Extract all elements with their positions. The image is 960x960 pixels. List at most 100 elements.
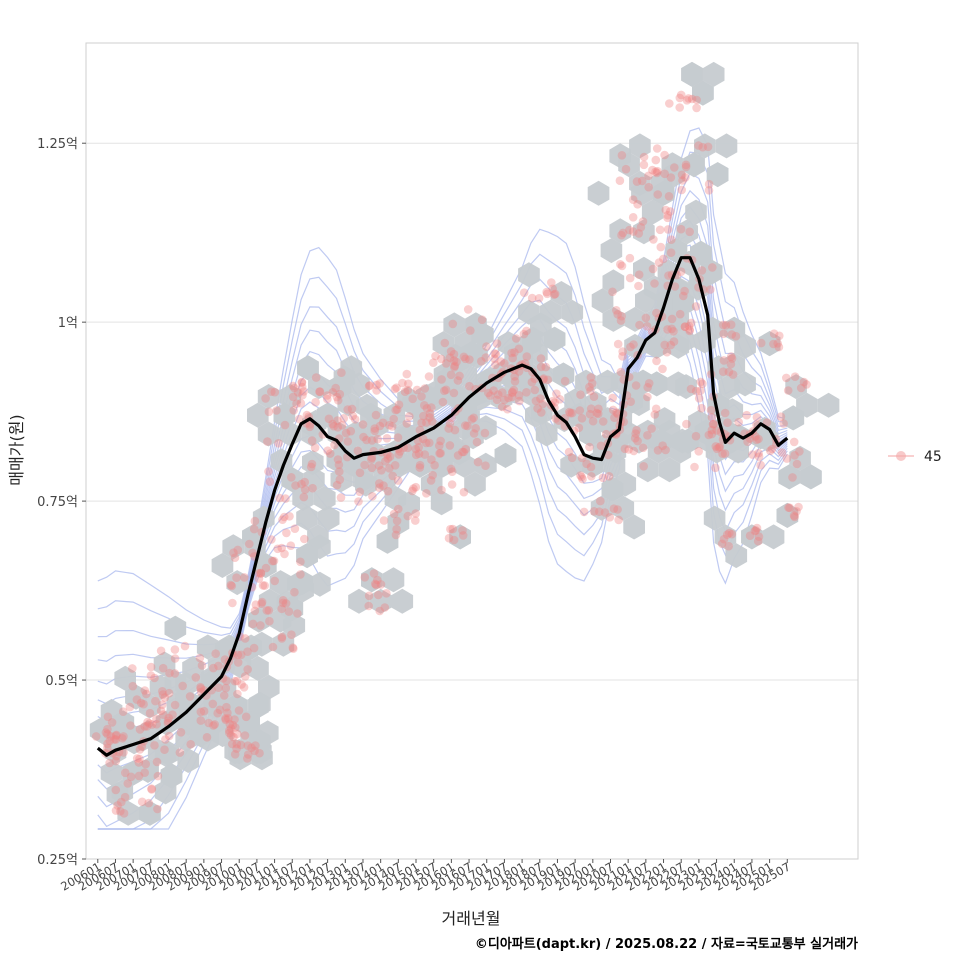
data-point (214, 683, 223, 692)
data-point (156, 706, 166, 716)
data-point (267, 535, 276, 544)
data-point (249, 524, 259, 534)
hex-cell (398, 491, 420, 517)
data-point (594, 404, 603, 414)
y-tick-label: 1.25억 (37, 137, 78, 152)
data-point (142, 722, 152, 731)
data-point (383, 454, 393, 463)
data-point (293, 388, 303, 397)
hex-cell (453, 452, 475, 478)
data-point (481, 461, 490, 471)
data-point (685, 227, 694, 237)
data-point (714, 443, 724, 452)
data-point (375, 483, 384, 493)
hex-cell (272, 631, 295, 657)
data-point (508, 387, 517, 397)
data-point (652, 356, 661, 366)
data-point (465, 355, 474, 364)
data-point (489, 386, 498, 395)
data-point (348, 411, 358, 421)
data-point (542, 287, 551, 297)
data-point (514, 344, 524, 354)
data-point (377, 466, 386, 475)
hex-cell (575, 369, 597, 395)
data-point (134, 758, 144, 767)
data-point (510, 377, 520, 386)
data-point (450, 362, 459, 372)
data-point (639, 160, 649, 170)
hex-cell (518, 299, 540, 325)
data-point (608, 405, 618, 415)
data-point (359, 432, 368, 442)
data-point (718, 320, 728, 330)
data-point (550, 289, 560, 299)
y-tick-label: 0.75억 (37, 495, 78, 510)
data-point (417, 418, 426, 428)
data-point (719, 329, 728, 339)
data-point (790, 451, 799, 460)
hex-cell (388, 452, 411, 478)
data-point (237, 680, 246, 689)
data-point (402, 369, 412, 379)
data-point (450, 361, 460, 371)
data-point (541, 362, 551, 372)
data-point (381, 457, 390, 466)
data-point (185, 692, 195, 701)
data-point (712, 426, 721, 435)
data-point (680, 322, 690, 332)
data-point (774, 342, 784, 352)
data-point (617, 311, 626, 321)
data-point (504, 393, 513, 403)
data-point (477, 357, 486, 366)
data-point (328, 419, 338, 429)
data-point (208, 699, 218, 709)
data-point (285, 512, 294, 521)
hex-cell (584, 391, 607, 417)
data-point (224, 714, 233, 723)
hex-cell (279, 384, 302, 409)
data-point (656, 242, 666, 252)
legend-label: 45 (924, 449, 942, 465)
data-point (300, 477, 310, 487)
data-point (364, 591, 374, 601)
data-point (726, 352, 736, 361)
data-point (256, 569, 266, 578)
data-point (425, 409, 435, 418)
hex-cell (100, 760, 123, 786)
hex-cell (471, 322, 494, 348)
data-point (249, 643, 259, 653)
data-point (337, 368, 346, 378)
data-point (564, 447, 574, 457)
data-point (471, 424, 481, 433)
data-point (414, 449, 424, 459)
hex-cell (214, 674, 237, 700)
data-point (754, 448, 763, 458)
data-point (372, 380, 381, 390)
data-point (643, 431, 652, 440)
hex-cell (369, 588, 392, 614)
data-point (264, 467, 273, 476)
data-point (103, 724, 112, 734)
data-point (257, 597, 267, 607)
hex-cell (296, 543, 318, 569)
hex-cell (723, 316, 746, 342)
data-point (164, 713, 173, 723)
data-point (446, 464, 456, 474)
data-point (667, 235, 676, 244)
data-point (643, 383, 652, 392)
data-point (469, 413, 479, 423)
data-point (728, 370, 738, 379)
hex-cell (734, 333, 756, 359)
hex-cell (175, 726, 197, 752)
data-point (608, 393, 617, 403)
hex-cell (539, 299, 562, 325)
data-point (574, 423, 584, 433)
data-point (335, 389, 345, 399)
data-point (677, 170, 687, 180)
data-point (415, 463, 425, 472)
data-point (343, 437, 353, 446)
data-point (446, 347, 456, 356)
data-point (305, 422, 315, 432)
data-point (625, 253, 635, 263)
data-point (402, 419, 412, 428)
